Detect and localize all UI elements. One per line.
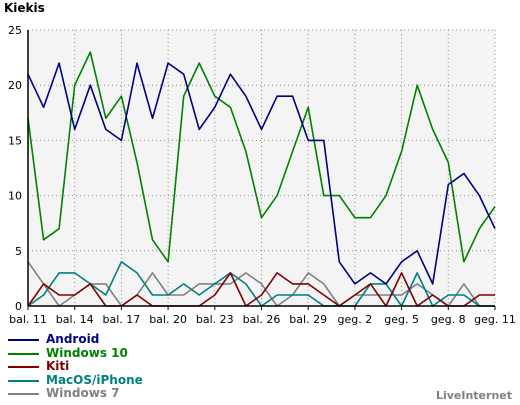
legend-label: Windows 10 bbox=[46, 345, 128, 360]
legend-swatch bbox=[8, 393, 39, 395]
x-tick-label: bal. 23 bbox=[196, 313, 234, 326]
x-tick-label: bal. 20 bbox=[149, 313, 187, 326]
y-tick-label: 25 bbox=[8, 24, 22, 37]
x-tick-label: geg. 11 bbox=[474, 313, 516, 326]
legend-label: Android bbox=[46, 332, 100, 346]
x-tick-label: geg. 5 bbox=[384, 313, 419, 326]
series-line-android bbox=[27, 62, 496, 285]
y-tick-labels: 0 5 10 15 20 25 bbox=[8, 24, 22, 313]
x-tick-label: bal. 29 bbox=[289, 313, 327, 326]
brand-label: LiveInternet bbox=[435, 389, 512, 402]
x-tick-label: bal. 26 bbox=[243, 313, 281, 326]
y-tick-label: 20 bbox=[8, 79, 22, 92]
x-tick-label: bal. 11 bbox=[9, 313, 47, 326]
y-tick-label: 5 bbox=[15, 245, 22, 258]
legend-swatch bbox=[8, 352, 39, 355]
x-tick-label: bal. 14 bbox=[56, 313, 94, 326]
legend-label: Windows 7 bbox=[46, 386, 120, 400]
series-line-windows-7 bbox=[27, 261, 495, 307]
x-tick-label: geg. 2 bbox=[338, 313, 373, 326]
x-tick-labels: bal. 11 bal. 14 bal. 17 bal. 20 bal. 23 bal. … bbox=[9, 306, 516, 326]
y-tick-label: 15 bbox=[8, 134, 22, 147]
legend-label: Kiti bbox=[46, 359, 70, 373]
y-tick-label: 0 bbox=[15, 300, 22, 313]
legend-label: MacOS/iPhone bbox=[46, 372, 143, 387]
x-tick-label: geg. 8 bbox=[431, 313, 466, 326]
legend-swatch bbox=[8, 366, 39, 368]
plot-area bbox=[28, 30, 495, 306]
y-tick-label: 10 bbox=[8, 190, 22, 203]
legend-swatch bbox=[8, 339, 39, 341]
x-tick-label: bal. 17 bbox=[103, 313, 141, 326]
chart-title: Kiekis bbox=[4, 1, 45, 15]
legend-swatch bbox=[8, 379, 39, 382]
series-line-windows-10 bbox=[27, 51, 496, 263]
